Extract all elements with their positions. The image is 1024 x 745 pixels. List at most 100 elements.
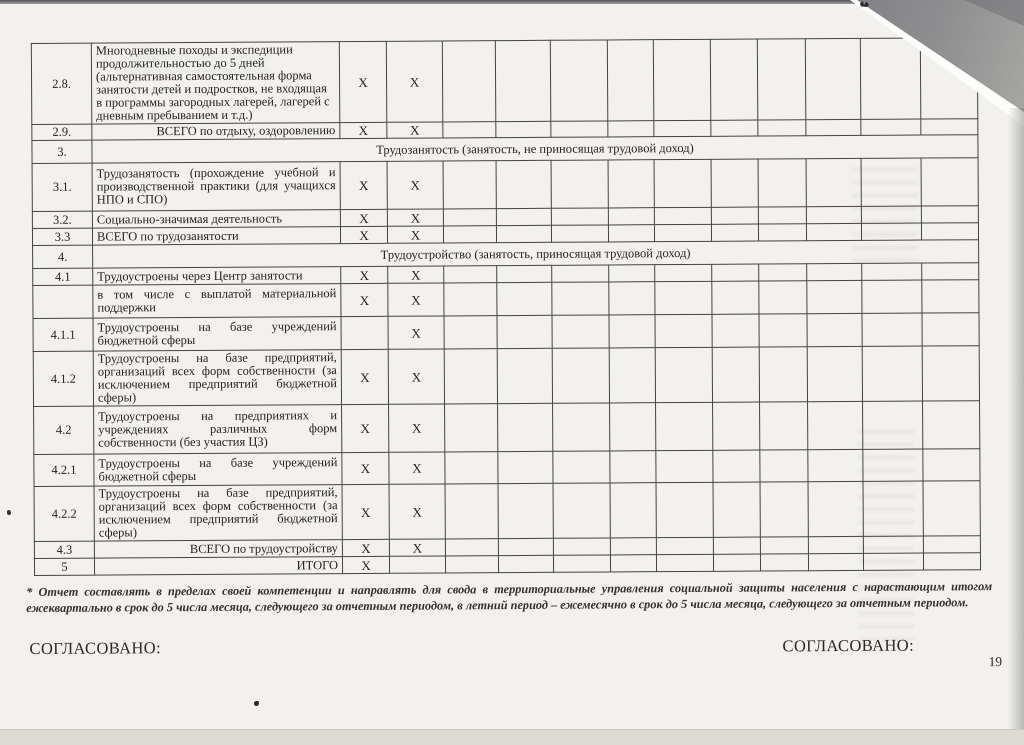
empty-value-cell: [713, 537, 761, 555]
empty-value-cell: [607, 39, 654, 121]
x-mark-cell: X: [387, 208, 444, 227]
empty-value-cell: [863, 481, 924, 537]
empty-value-cell: [758, 313, 808, 348]
x-mark-cell: X: [387, 225, 444, 244]
x-mark-cell: X: [386, 40, 443, 123]
row-description-cell: Трудоустроены на базе предприятий, орган…: [93, 349, 342, 407]
empty-value-cell: [711, 224, 759, 242]
empty-value-cell: [921, 157, 979, 207]
empty-value-cell: [443, 208, 497, 226]
empty-value-cell: [445, 555, 499, 573]
empty-value-cell: [862, 346, 923, 402]
row-number-cell: 2.8.: [31, 43, 92, 125]
row-description-cell: Трудоустроены на предприятиях и учрежден…: [93, 404, 342, 455]
empty-value-cell: [654, 314, 713, 348]
empty-value-cell: [656, 482, 714, 538]
empty-value-cell: [806, 263, 862, 281]
empty-value-cell: [444, 451, 499, 484]
empty-value-cell: [443, 282, 497, 316]
x-mark-cell: X: [341, 349, 389, 405]
empty-value-cell: [710, 39, 758, 121]
empty-value-cell: [923, 480, 981, 537]
empty-value-cell: [758, 280, 807, 315]
empty-value-cell: [654, 207, 712, 225]
empty-value-cell: [498, 483, 554, 539]
empty-value-cell: [444, 348, 498, 404]
empty-value-cell: [553, 554, 611, 573]
empty-value-cell: [808, 553, 864, 571]
empty-value-cell: [389, 555, 446, 574]
empty-value-cell: [861, 206, 922, 224]
x-mark-cell: X: [340, 161, 388, 210]
row-description-cell: Многодневные походы и экспедиции продолж…: [91, 41, 340, 125]
empty-value-cell: [861, 280, 922, 314]
empty-value-cell: [607, 120, 654, 137]
empty-value-cell: [655, 347, 713, 403]
empty-value-cell: [711, 314, 760, 348]
empty-value-cell: [807, 449, 864, 482]
approval-label-right: СОГЛАСОВАНО:: [782, 635, 915, 656]
empty-value-cell: [654, 264, 712, 282]
empty-value-cell: [923, 552, 981, 571]
empty-value-cell: [757, 119, 806, 137]
empty-value-cell: [806, 313, 863, 347]
empty-value-cell: [445, 483, 499, 539]
empty-value-cell: [497, 348, 553, 404]
empty-value-cell: [760, 481, 809, 538]
empty-value-cell: [758, 206, 807, 225]
empty-value-cell: [443, 225, 497, 243]
empty-value-cell: [442, 40, 496, 122]
row-description-cell: ИТОГО: [94, 556, 343, 576]
empty-value-cell: [759, 346, 808, 403]
table-row: 4.2 Трудоустроены на предприятиях и учреж…: [33, 400, 980, 455]
empty-value-cell: [806, 158, 862, 207]
scan-edge-shadow: [1008, 108, 1024, 729]
empty-value-cell: [656, 554, 714, 572]
empty-value-cell: [444, 403, 498, 452]
empty-value-cell: [340, 316, 389, 350]
row-description-cell: ВСЕГО по трудоустройству: [94, 539, 343, 559]
row-number-cell: 5: [34, 558, 95, 576]
empty-value-cell: [610, 554, 657, 572]
empty-value-cell: [442, 121, 496, 138]
empty-value-cell: [497, 403, 553, 452]
x-mark-cell: X: [340, 283, 388, 317]
empty-value-cell: [496, 265, 552, 283]
empty-value-cell: [921, 262, 979, 281]
empty-value-cell: [860, 119, 921, 136]
row-number-cell: 4.2: [33, 406, 94, 455]
empty-value-cell: [496, 282, 552, 316]
empty-value-cell: [921, 312, 980, 347]
row-number-cell: 3.: [31, 140, 93, 164]
page-number: 19: [988, 654, 1003, 670]
x-mark-cell: X: [387, 282, 444, 317]
empty-value-cell: [861, 158, 922, 207]
empty-value-cell: [654, 159, 712, 208]
row-number-cell: 2.9.: [31, 124, 92, 141]
table-row: 3.1. Трудозанятость (прохождение учебной …: [32, 157, 979, 212]
empty-value-cell: [921, 205, 979, 224]
x-mark-cell: X: [342, 484, 390, 540]
empty-value-cell: [922, 448, 981, 482]
row-description-cell: Трудоустроены на базе учреждений бюджетн…: [93, 316, 342, 352]
empty-value-cell: [550, 39, 608, 122]
row-description-cell: ВСЕГО по трудозанятости: [92, 226, 341, 246]
empty-value-cell: [807, 401, 863, 450]
empty-value-cell: [920, 118, 978, 136]
empty-value-cell: [551, 281, 609, 316]
empty-value-cell: [710, 120, 758, 137]
x-mark-cell: X: [340, 209, 388, 227]
empty-value-cell: [608, 159, 655, 208]
empty-value-cell: [553, 537, 611, 556]
x-mark-cell: X: [388, 451, 446, 485]
empty-value-cell: [922, 345, 980, 402]
empty-value-cell: [552, 402, 610, 452]
empty-value-cell: [608, 281, 655, 315]
empty-value-cell: [551, 224, 609, 243]
empty-value-cell: [711, 264, 759, 282]
empty-value-cell: [711, 281, 759, 315]
x-mark-cell: X: [387, 315, 445, 350]
empty-value-cell: [757, 38, 806, 121]
empty-value-cell: [807, 346, 863, 402]
